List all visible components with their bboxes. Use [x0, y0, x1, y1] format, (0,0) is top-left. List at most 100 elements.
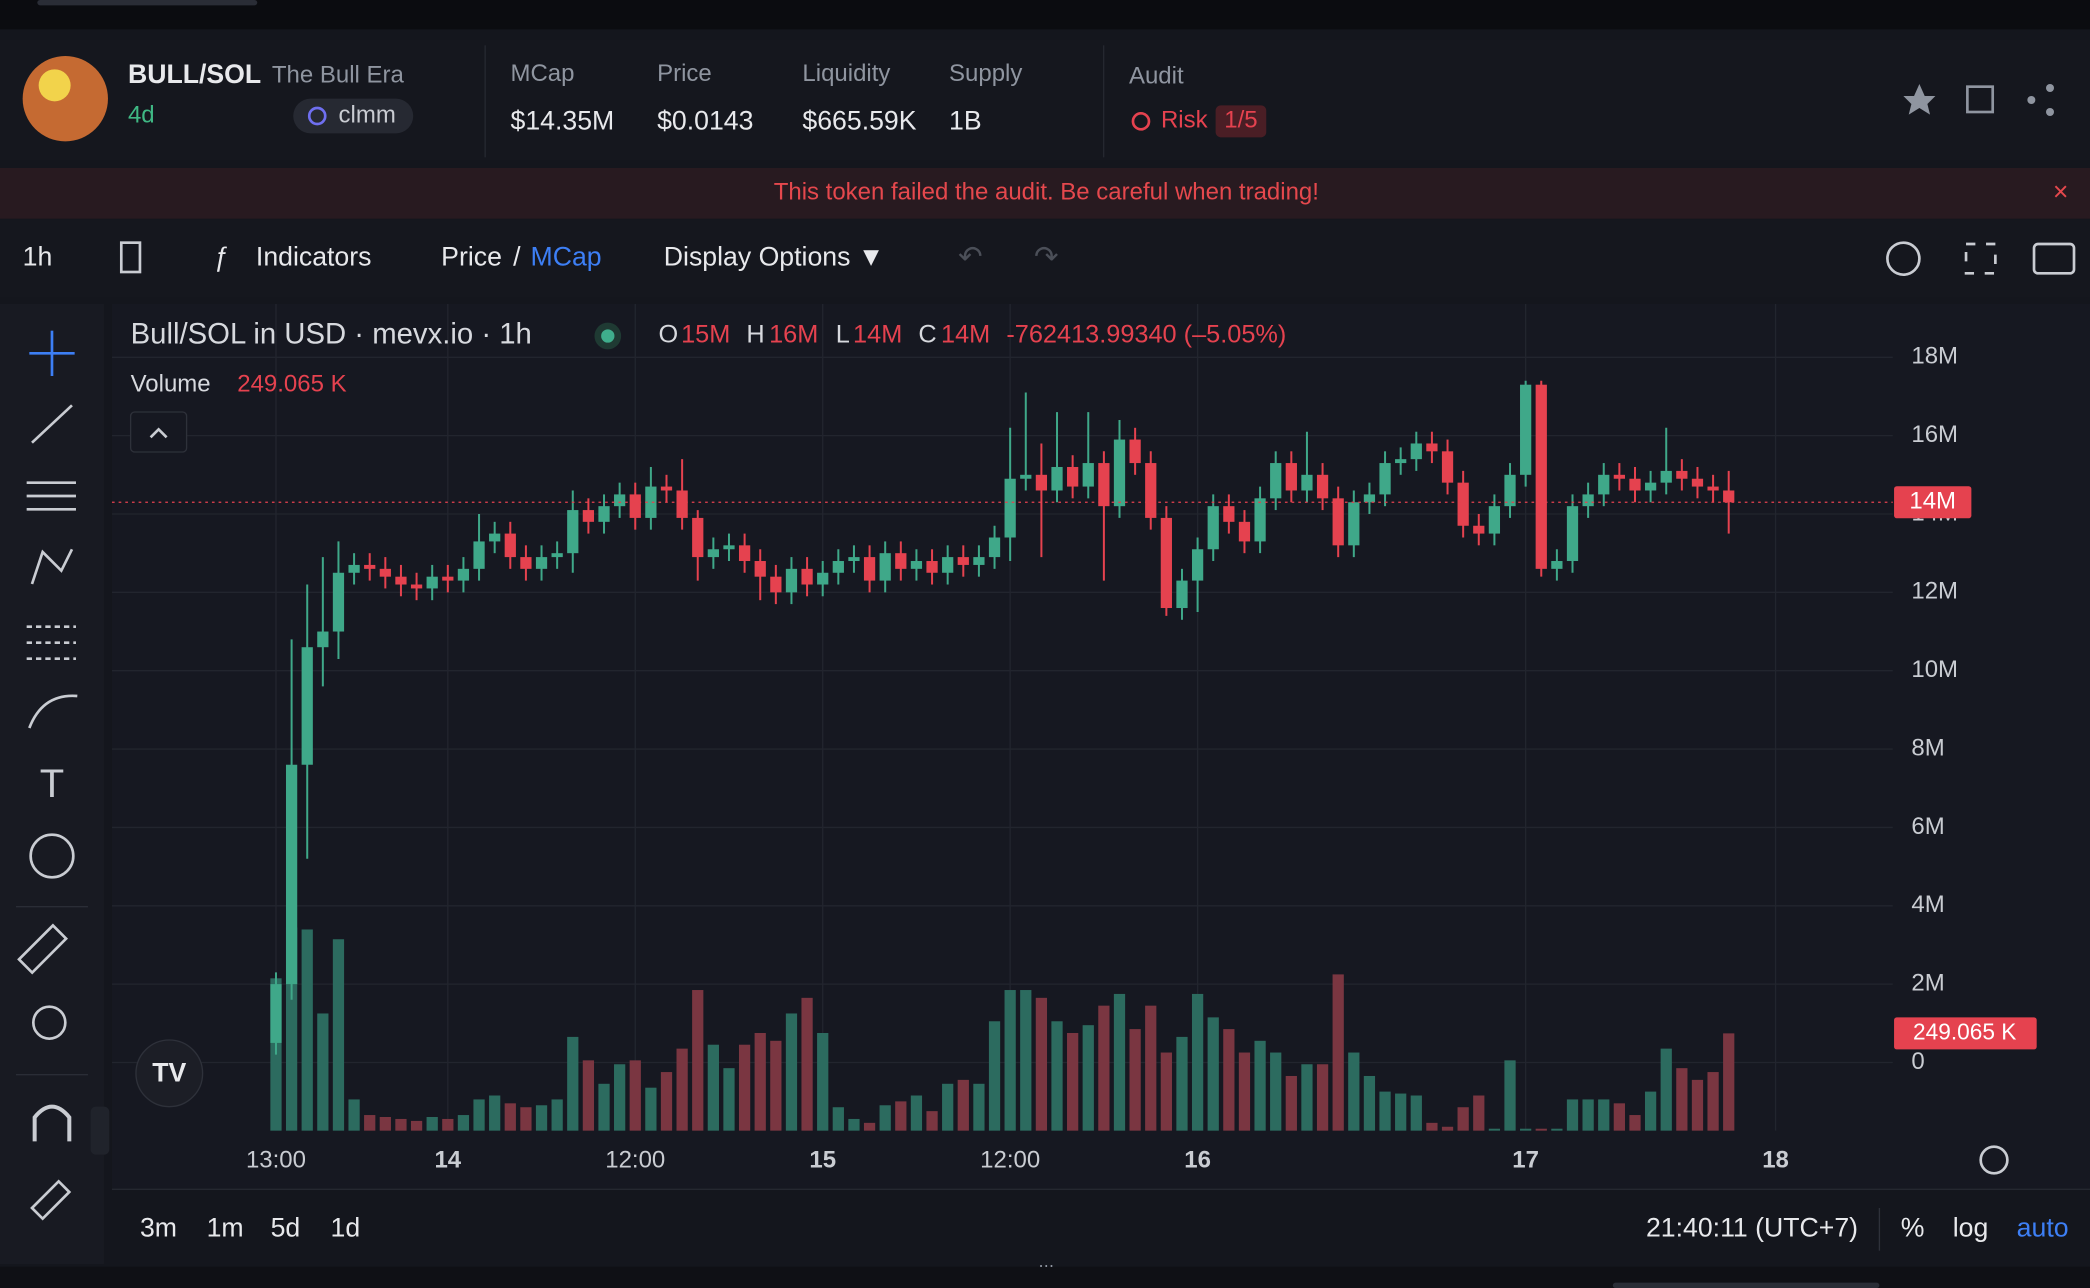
last-price-label: 14M	[1909, 488, 1956, 515]
screenshot-button[interactable]	[2032, 242, 2076, 275]
candle-body	[1348, 502, 1360, 546]
volume-bar	[535, 1105, 548, 1131]
candle-body	[332, 572, 345, 632]
indicators-button[interactable]: Indicators	[256, 242, 372, 272]
volume-bar	[504, 1103, 516, 1131]
candle-body	[1379, 463, 1391, 495]
volume-bar	[614, 1064, 626, 1131]
candle-body	[1270, 463, 1282, 499]
emoji-tool[interactable]	[29, 833, 75, 879]
candle-body	[1598, 474, 1610, 495]
auto-toggle[interactable]: auto	[2017, 1212, 2069, 1242]
candle-body	[364, 564, 376, 569]
stat-value: 1B	[949, 106, 982, 136]
volume-bar	[317, 1013, 329, 1131]
legend-l: L	[836, 321, 850, 349]
brush-tool[interactable]	[28, 694, 78, 729]
mcap-toggle[interactable]: MCap	[530, 242, 601, 272]
candle-body	[285, 764, 298, 985]
volume-tag	[1894, 1017, 2037, 1050]
undo[interactable]: ↶	[958, 240, 983, 273]
range-button[interactable]: 5d	[271, 1212, 301, 1242]
legend-o: O	[658, 321, 678, 349]
volume-bar	[1676, 1068, 1688, 1131]
volume-bar	[1457, 1107, 1469, 1131]
volume-bar	[1098, 1005, 1110, 1131]
volume-bar	[1504, 1060, 1516, 1131]
zoom-tool[interactable]	[31, 1005, 67, 1040]
stat-label: MCap	[511, 60, 575, 87]
candle-body	[1363, 494, 1376, 503]
resize-handle[interactable]: ⋯	[1038, 1258, 1054, 1275]
volume-bar	[660, 1072, 673, 1131]
candle-body	[301, 647, 313, 765]
risk-badge	[1215, 105, 1267, 138]
compare-button[interactable]	[1966, 85, 1995, 114]
volume-bar	[489, 1095, 501, 1131]
volume-bar	[1082, 1025, 1094, 1131]
chart-type-button[interactable]	[119, 241, 142, 274]
percent-toggle[interactable]: %	[1901, 1212, 1925, 1242]
axis-settings[interactable]	[1979, 1145, 2009, 1175]
volume-bar	[1441, 1126, 1454, 1131]
separator: /	[513, 242, 521, 272]
candle-body	[817, 572, 829, 585]
collapse-legend[interactable]	[129, 411, 188, 453]
volume-bar	[582, 1060, 595, 1131]
pool-icon	[307, 106, 327, 126]
collapse-toolbar[interactable]	[90, 1106, 110, 1155]
volume-bar	[1176, 1036, 1188, 1131]
candle-body	[660, 486, 673, 491]
favorite-button[interactable]	[1903, 84, 1936, 115]
candle-body	[598, 506, 610, 522]
candle-body	[801, 568, 813, 585]
text-tool[interactable]: T	[40, 762, 64, 806]
volume-bar	[348, 1099, 360, 1131]
display-options[interactable]: Display Options ▼	[664, 242, 884, 272]
volume-bar	[1723, 1033, 1735, 1131]
candle-body	[1410, 443, 1422, 460]
fib-tool[interactable]	[26, 481, 76, 511]
ruler-tool[interactable]	[17, 923, 69, 975]
pool-badge[interactable]	[293, 98, 414, 134]
token-name: The Bull Era	[272, 61, 405, 88]
candle-body	[645, 486, 657, 518]
interval[interactable]: 1h	[23, 242, 53, 272]
pattern-tool[interactable]	[30, 548, 74, 585]
close-banner[interactable]: ×	[2053, 176, 2069, 206]
range-button[interactable]: 3m	[140, 1212, 177, 1242]
x-tick-label: 13:00	[246, 1147, 306, 1174]
candle-body	[1129, 439, 1141, 464]
redo[interactable]: ↷	[1034, 240, 1059, 273]
volume-bar	[1004, 990, 1016, 1131]
magnet-tool[interactable]	[32, 1104, 72, 1142]
share-button[interactable]	[2046, 84, 2055, 92]
audit[interactable]: Audit	[1129, 63, 1184, 90]
tab	[37, 0, 258, 6]
candle-body	[551, 553, 563, 558]
log-toggle[interactable]: log	[1953, 1212, 1989, 1242]
candle-body	[1582, 494, 1594, 507]
top-strip	[0, 0, 2090, 30]
volume-bar	[285, 927, 298, 1131]
price-toggle[interactable]: Price	[441, 242, 502, 272]
volume-bar	[1644, 1091, 1657, 1131]
tradingview-logo[interactable]	[135, 1039, 204, 1108]
candle-body	[473, 541, 485, 569]
candle-body	[1644, 482, 1657, 491]
volume-bar	[738, 1044, 751, 1131]
fullscreen-button[interactable]	[1964, 242, 1997, 275]
volume-bar	[754, 1033, 766, 1131]
volume-bar	[645, 1087, 657, 1131]
volume-bar	[1113, 993, 1126, 1131]
range-button[interactable]: 1d	[331, 1212, 361, 1242]
volume-bar	[598, 1083, 610, 1131]
trend-line-tool[interactable]	[31, 404, 73, 444]
volume-bar	[1660, 1048, 1672, 1131]
candle-body	[692, 517, 704, 558]
lock-tool[interactable]	[30, 1179, 72, 1221]
range-button[interactable]: 1m	[207, 1212, 244, 1242]
volume-bar	[785, 1013, 798, 1131]
forecast-tool[interactable]	[26, 625, 76, 660]
settings-button[interactable]	[1886, 241, 1921, 276]
